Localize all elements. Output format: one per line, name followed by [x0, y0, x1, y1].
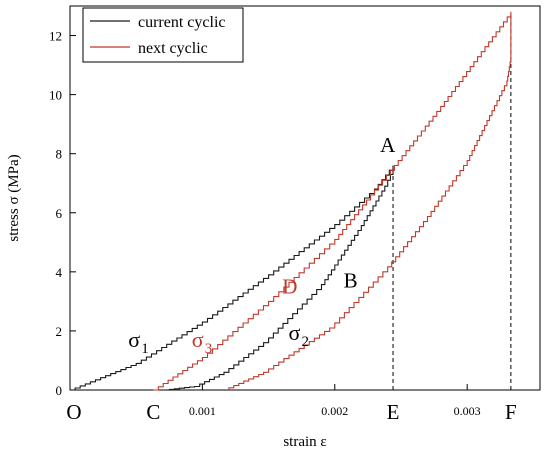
x-axis-label: strain ε — [283, 434, 326, 450]
point-label-f: F — [505, 400, 517, 424]
y-tick-label: 0 — [56, 383, 63, 398]
legend-box — [82, 7, 244, 63]
y-tick-label: 4 — [56, 265, 63, 280]
point-label-e: E — [387, 400, 400, 424]
point-label-c: C — [146, 400, 160, 424]
point-label-a: A — [380, 133, 396, 157]
y-tick-label: 12 — [49, 29, 62, 44]
plot-frame — [69, 5, 541, 391]
x-tick-label: 0.002 — [321, 404, 348, 418]
series-line-next-cyclic — [153, 11, 512, 391]
y-tick-label: 6 — [56, 206, 63, 221]
point-label-o: O — [66, 400, 81, 424]
y-tick-label: 10 — [49, 88, 62, 103]
stress-label-symbol: σ — [192, 327, 204, 352]
legend-label-next: next cyclic — [138, 40, 208, 57]
stress-label-subscript: 1 — [141, 341, 149, 357]
stress-label-symbol: σ — [128, 327, 140, 352]
legend-label-current: current cyclic — [138, 14, 226, 31]
x-tick-label: 0.003 — [454, 404, 481, 418]
y-axis-label: stress σ (MPa) — [6, 154, 22, 241]
stress-label-subscript: 3 — [205, 341, 213, 357]
y-tick-label: 8 — [56, 147, 63, 162]
point-label-b: B — [344, 269, 358, 293]
legend: current cyclic next cyclic — [82, 7, 244, 63]
stress-label-symbol: σ — [288, 320, 300, 345]
x-tick-label: 0.001 — [189, 404, 216, 418]
y-tick-label: 2 — [56, 324, 63, 339]
point-label-d: D — [282, 275, 297, 299]
stress-label-subscript: 2 — [301, 334, 309, 350]
